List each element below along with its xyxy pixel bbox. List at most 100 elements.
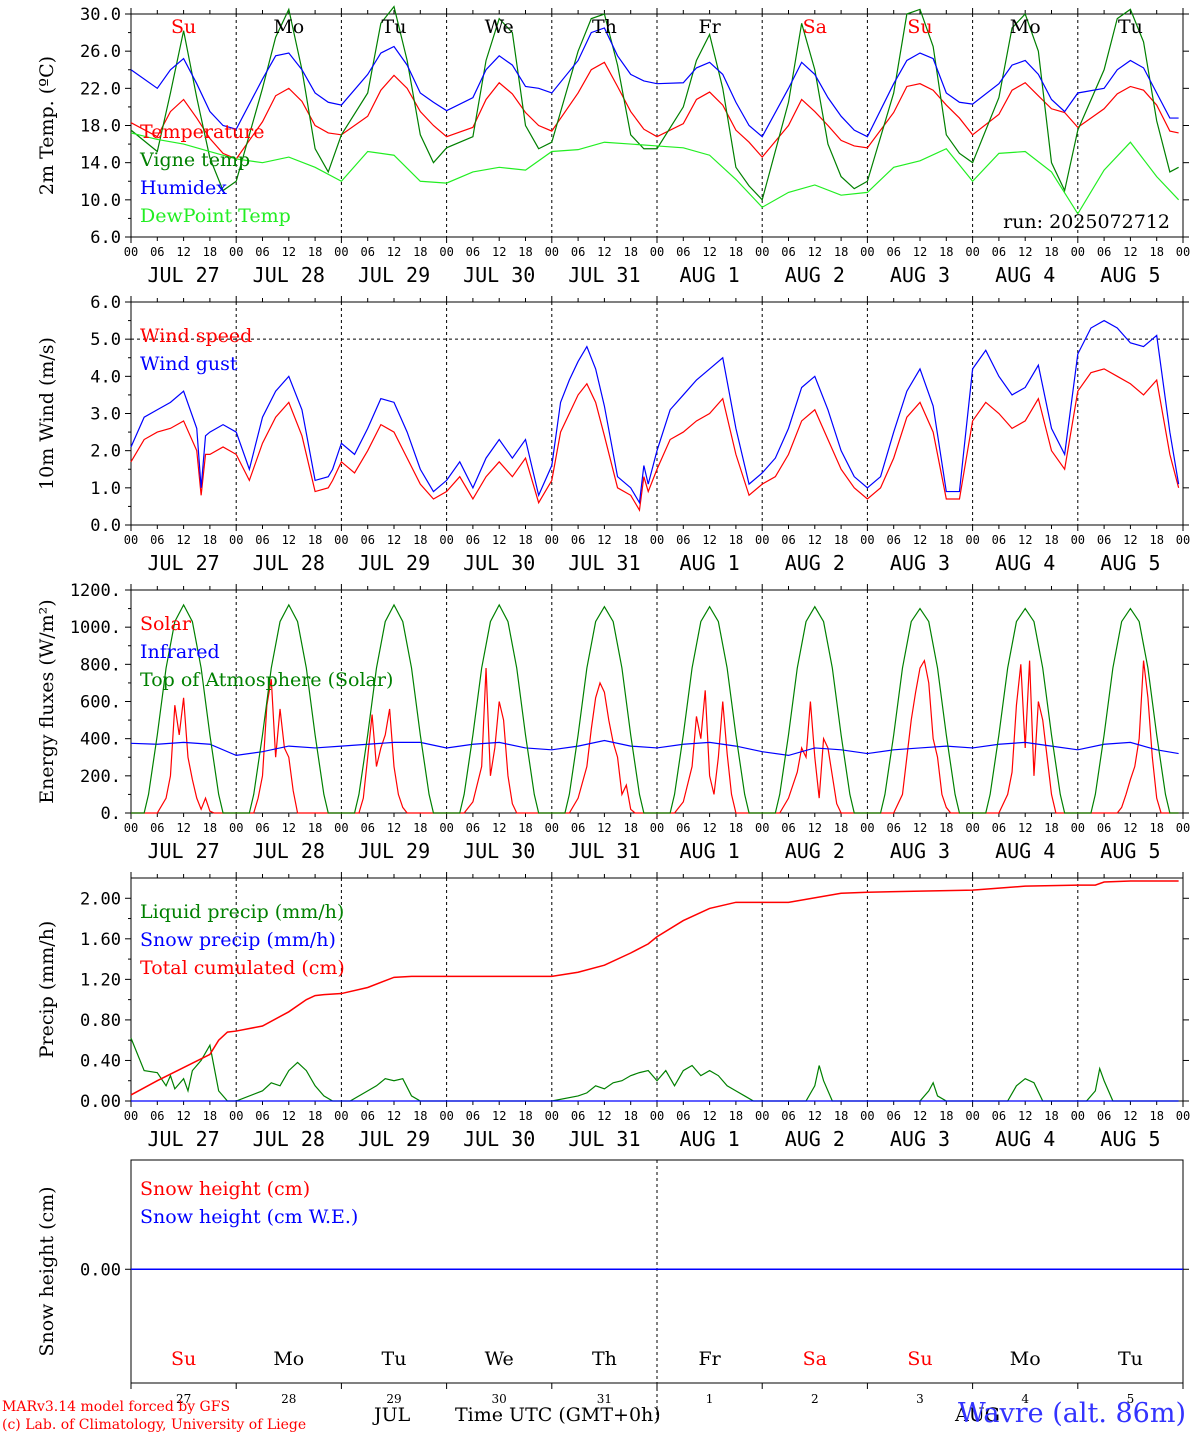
hour-tick-label: 00 <box>1176 821 1190 835</box>
weekday-label: Th <box>592 16 617 38</box>
day-number-label: 28 <box>281 1392 296 1406</box>
hour-tick-label: 12 <box>597 1109 611 1123</box>
panel-4: 00 06 12 18 00 06 12 18 00 06 12 18 00 06 12 18 00 06 12 18… <box>36 872 1190 1151</box>
panel-2: 00 06 12 18 00 06 12 18 00 06 12 18 00 06 12 18 00 06 12 18… <box>36 293 1190 575</box>
y-tick-label: 26.0 <box>80 42 121 62</box>
weekday-label: Tu <box>1118 1348 1143 1370</box>
hour-tick-label: 18 <box>413 245 427 259</box>
hour-tick-label: 18 <box>834 821 848 835</box>
y-axis-title: Precip (mm/h) <box>36 921 58 1059</box>
hour-tick-label: 18 <box>518 821 532 835</box>
hour-tick-label: 00 <box>124 245 138 259</box>
run-label: run: 2025072712 <box>1003 211 1170 233</box>
weekday-label: Sa <box>803 1348 827 1370</box>
hour-tick-label: 18 <box>518 533 532 547</box>
series-humidex <box>130 27 1179 138</box>
hour-tick-label: 00 <box>124 821 138 835</box>
date-label: JUL 30 <box>463 551 535 575</box>
plot-frame <box>130 589 1184 814</box>
y-tick-label: 1000. <box>70 618 121 638</box>
date-label: JUL 30 <box>463 1127 535 1151</box>
date-label: JUL 31 <box>568 263 640 287</box>
y-axis-title: 10m Wind (m/s) <box>36 337 58 490</box>
hour-tick-label: 18 <box>834 1109 848 1123</box>
day-number-label: 27 <box>176 1392 191 1406</box>
date-label: JUL 27 <box>147 839 219 863</box>
hour-tick-label: 06 <box>150 1109 164 1123</box>
hour-tick-label: 18 <box>729 245 743 259</box>
hour-tick-label: 12 <box>282 533 296 547</box>
hour-tick-label: 06 <box>781 1109 795 1123</box>
hour-tick-label: 06 <box>886 533 900 547</box>
date-label: JUL 30 <box>463 839 535 863</box>
date-label: AUG 4 <box>995 551 1055 575</box>
month-jul-label: JUL <box>374 1404 411 1426</box>
hour-tick-label: 12 <box>597 533 611 547</box>
legend-entry: Wind speed <box>140 325 252 347</box>
date-label: JUL 29 <box>358 263 430 287</box>
y-tick-label: 200. <box>80 767 121 787</box>
legend-entry: Temperature <box>140 121 264 143</box>
hour-tick-label: 00 <box>755 533 769 547</box>
hour-tick-label: 06 <box>886 821 900 835</box>
hour-tick-label: 18 <box>413 533 427 547</box>
hour-tick-label: 00 <box>860 821 874 835</box>
hour-tick-label: 18 <box>939 245 953 259</box>
y-tick-label: 1.0 <box>90 479 121 499</box>
hour-tick-label: 12 <box>808 1109 822 1123</box>
hour-tick-label: 12 <box>176 1109 190 1123</box>
hour-tick-label: 18 <box>623 245 637 259</box>
hour-tick-label: 06 <box>886 1109 900 1123</box>
y-tick-label: 0.00 <box>80 1092 121 1112</box>
y-tick-label: 30.0 <box>80 5 121 25</box>
hour-tick-label: 00 <box>439 1109 453 1123</box>
hour-tick-label: 00 <box>860 245 874 259</box>
legend-entry: Wind gust <box>140 353 238 375</box>
hour-tick-label: 18 <box>729 821 743 835</box>
date-label: JUL 29 <box>358 839 430 863</box>
day-number-label: 2 <box>811 1392 819 1406</box>
day-number-label: 31 <box>597 1392 612 1406</box>
hour-tick-label: 12 <box>702 245 716 259</box>
hour-tick-label: 18 <box>308 1109 322 1123</box>
hour-tick-label: 06 <box>255 821 269 835</box>
weekday-label: Su <box>171 16 196 38</box>
hour-tick-label: 12 <box>702 533 716 547</box>
hour-tick-label: 18 <box>623 821 637 835</box>
hour-tick-label: 18 <box>413 821 427 835</box>
hour-tick-label: 18 <box>729 533 743 547</box>
hour-tick-label: 06 <box>676 245 690 259</box>
hour-tick-label: 06 <box>1097 821 1111 835</box>
hour-tick-label: 18 <box>623 533 637 547</box>
y-tick-label: 0.00 <box>80 1260 121 1280</box>
y-tick-label: 0.80 <box>80 1011 121 1031</box>
weekday-label: Tu <box>382 1348 407 1370</box>
hour-tick-label: 00 <box>229 1109 243 1123</box>
hour-tick-label: 12 <box>1018 1109 1032 1123</box>
hour-tick-label: 12 <box>1018 821 1032 835</box>
y-tick-label: 5.0 <box>90 330 121 350</box>
hour-tick-label: 06 <box>992 245 1006 259</box>
month-aug-label: AUG <box>955 1404 1000 1426</box>
weekday-label: Tu <box>1118 16 1143 38</box>
date-label: AUG 4 <box>995 839 1055 863</box>
y-tick-label: 0.40 <box>80 1051 121 1071</box>
hour-tick-label: 18 <box>939 533 953 547</box>
hour-tick-label: 12 <box>492 245 506 259</box>
date-label: AUG 1 <box>679 551 739 575</box>
hour-tick-label: 00 <box>1071 821 1085 835</box>
hour-tick-label: 12 <box>597 821 611 835</box>
hour-tick-label: 18 <box>203 821 217 835</box>
date-label: JUL 31 <box>568 551 640 575</box>
hour-tick-label: 00 <box>124 533 138 547</box>
y-tick-label: 400. <box>80 730 121 750</box>
hour-tick-label: 18 <box>203 1109 217 1123</box>
weekday-label: Su <box>907 16 932 38</box>
hour-tick-label: 06 <box>676 1109 690 1123</box>
legend-entry: Snow height (cm) <box>140 1178 310 1200</box>
legend-entry: Top of Atmosphere (Solar) <box>140 669 393 691</box>
series-total-cumulated-cm <box>130 880 1179 1096</box>
hour-tick-label: 00 <box>755 821 769 835</box>
hour-tick-label: 00 <box>545 821 559 835</box>
